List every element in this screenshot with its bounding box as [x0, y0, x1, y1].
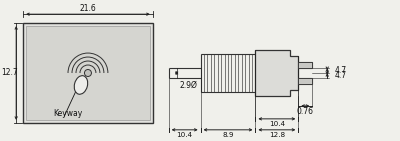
Polygon shape: [256, 50, 298, 96]
Text: 10.4: 10.4: [176, 132, 193, 138]
Text: 8.9: 8.9: [222, 132, 234, 138]
FancyBboxPatch shape: [26, 26, 150, 120]
Text: 12.8: 12.8: [269, 132, 285, 138]
Text: 4.7: 4.7: [334, 71, 346, 80]
Text: 12.7: 12.7: [1, 69, 18, 78]
Text: 21.6: 21.6: [80, 4, 96, 13]
Text: 0.76: 0.76: [297, 107, 314, 116]
Text: 10.4: 10.4: [269, 121, 285, 127]
Circle shape: [84, 70, 92, 76]
Polygon shape: [298, 78, 312, 84]
FancyBboxPatch shape: [23, 23, 153, 123]
Text: 4.7: 4.7: [334, 66, 346, 75]
Text: Keyway: Keyway: [53, 109, 82, 118]
Text: 2.9Ø: 2.9Ø: [180, 81, 198, 90]
Ellipse shape: [74, 76, 88, 94]
Polygon shape: [298, 62, 312, 68]
